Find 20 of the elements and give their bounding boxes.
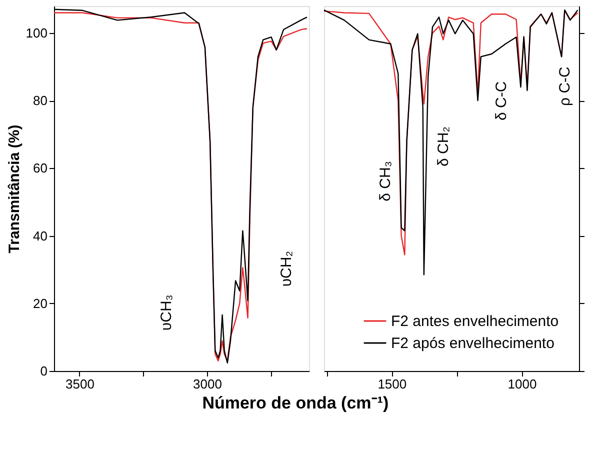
y-axis-title: Transmitância (%) — [6, 124, 23, 254]
x-axis-title: Número de onda (cm⁻¹) — [202, 394, 389, 412]
legend-label: F2 antes envelhecimento — [391, 313, 559, 330]
x-tick-label: 1000 — [508, 376, 537, 392]
y-tick-label: 100 — [26, 26, 48, 41]
y-tick-label: 80 — [33, 93, 48, 108]
annotation: υCH₂ — [278, 250, 296, 287]
annotation: δ CH₂ — [435, 126, 452, 167]
x-tick-label: 3000 — [193, 376, 222, 392]
x-tick-label: 1500 — [378, 376, 407, 392]
x-tick-label: 3500 — [66, 376, 94, 392]
y-tick-label: 20 — [33, 296, 48, 311]
annotation: ρ C-C — [556, 66, 574, 106]
annotation: δ CH₃ — [377, 161, 394, 202]
legend-label: F2 após envelhecimento — [391, 335, 554, 352]
y-tick-label: 40 — [33, 228, 48, 244]
y-tick-label: 0 — [40, 364, 48, 378]
y-tick-label: 60 — [33, 160, 48, 176]
annotation: δ C-C — [493, 81, 510, 120]
annotation: υCH₃ — [158, 294, 176, 331]
